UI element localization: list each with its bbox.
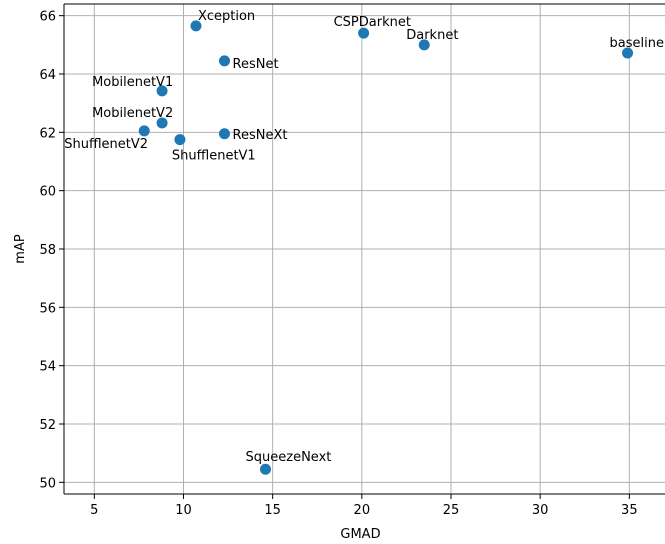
data-point-label: ShufflenetV1 <box>172 149 256 164</box>
data-point <box>219 55 231 67</box>
x-tick-label: 10 <box>175 503 192 518</box>
data-point <box>174 134 186 146</box>
point-layer <box>138 20 634 475</box>
data-point-label: ShufflenetV2 <box>64 137 148 152</box>
data-point-label: MobilenetV1 <box>92 75 173 90</box>
y-tick-label: 60 <box>39 185 56 200</box>
y-tick-label: 62 <box>39 126 56 141</box>
x-tick-label: 35 <box>621 503 638 518</box>
y-tick-label: 64 <box>39 68 56 83</box>
y-tick-label: 54 <box>39 360 56 375</box>
x-tick-label: 15 <box>264 503 281 518</box>
y-tick-label: 50 <box>39 476 56 491</box>
x-axis-label: GMAD <box>340 527 380 542</box>
tick-layer: 5 10 15 20 25 30 35 50 52 54 56 58 60 62 64 66 <box>39 10 637 518</box>
data-point <box>156 85 168 97</box>
y-tick-label: 56 <box>39 301 56 316</box>
data-point <box>190 20 202 32</box>
y-axis-label: mAP <box>13 234 28 264</box>
data-point-label: MobilenetV2 <box>92 106 173 121</box>
x-tick-label: 25 <box>443 503 460 518</box>
y-tick-label: 58 <box>39 243 56 258</box>
x-tick-label: 20 <box>354 503 371 518</box>
data-point-label: ResNeXt <box>233 128 288 143</box>
data-point <box>138 125 150 137</box>
data-point-label: SqueezeNext <box>246 450 332 465</box>
x-tick-label: 30 <box>532 503 549 518</box>
data-point <box>260 463 272 475</box>
y-tick-label: 66 <box>39 10 56 25</box>
data-point-label: baseline <box>610 36 664 51</box>
data-point <box>622 47 634 59</box>
grid-layer <box>64 4 665 494</box>
data-point <box>156 117 168 129</box>
data-point <box>418 39 430 51</box>
data-point <box>219 128 231 140</box>
data-point-label: Darknet <box>406 28 458 43</box>
y-tick-label: 52 <box>39 418 56 433</box>
data-point-label: Xception <box>198 9 255 24</box>
data-point <box>358 27 370 39</box>
data-point-label: CSPDarknet <box>334 15 411 30</box>
data-point-label: ResNet <box>233 57 279 72</box>
x-tick-label: 5 <box>90 503 98 518</box>
